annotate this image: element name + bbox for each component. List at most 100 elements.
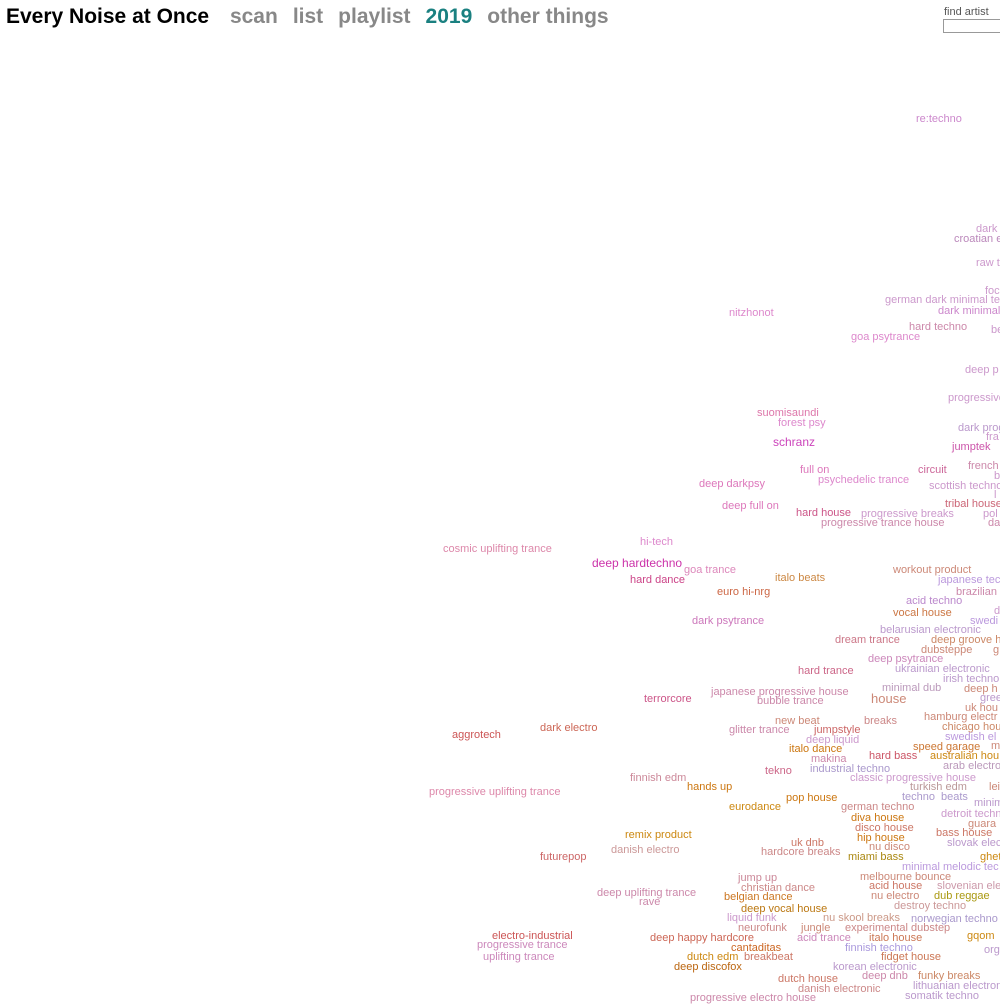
genre-label[interactable]: tribal house [945,498,1000,510]
genre-label[interactable]: techno [902,791,936,803]
genre-label[interactable]: finnish edm [630,772,687,784]
genre-label[interactable]: hard trance [798,665,854,677]
genre-label[interactable]: beats [941,791,968,803]
genre-label[interactable]: deep psytrance [868,653,944,665]
genre-label[interactable]: deep groove h [931,634,1000,646]
genre-label[interactable]: german techno [841,801,915,813]
genre-label[interactable]: jungle [801,922,831,934]
genre-label[interactable]: dark prog [958,422,1000,434]
genre-label[interactable]: da [988,517,1000,529]
genre-label[interactable]: bass house [936,827,993,839]
genre-label[interactable]: liquid funk [727,912,777,924]
genre-label[interactable]: house [871,691,907,706]
genre-label[interactable]: eurodance [729,801,781,813]
genre-label[interactable]: cantaditas [731,942,782,954]
genre-label[interactable]: jumptek [952,441,991,453]
genre-label[interactable]: pol [983,508,998,520]
genre-label[interactable]: turkish edm [910,781,967,793]
genre-label[interactable]: swedi [970,615,999,627]
genre-label[interactable]: dream trance [835,634,900,646]
genre-label[interactable]: d [994,605,1000,617]
genre-label[interactable]: goa trance [684,564,736,576]
genre-label[interactable]: progressive breaks [861,508,954,520]
genre-label[interactable]: japanese progressive house [711,686,849,698]
genre-label[interactable]: dark [976,223,998,235]
genre-label[interactable]: nu disco [869,841,910,853]
genre-label[interactable]: norwegian techno [911,913,998,925]
genre-label[interactable]: belgian dance [724,891,793,903]
genre-label[interactable]: futurepop [540,851,587,863]
genre-label[interactable]: acid trance [797,932,851,944]
genre-label[interactable]: fidget house [881,951,941,963]
genre-label[interactable]: korean electronic [833,961,917,973]
genre-label[interactable]: progressive trance [477,939,568,951]
genre-label[interactable]: nu skool breaks [823,912,901,924]
genre-label[interactable]: suomisaundi [757,407,819,419]
genre-label[interactable]: neurofunk [738,922,787,934]
genre-label[interactable]: jumpstyle [814,724,861,736]
genre-label[interactable]: dubsteppe [921,644,973,656]
site-title[interactable]: Every Noise at Once [6,5,210,28]
genre-label[interactable]: aggrotech [452,729,501,741]
genre-label[interactable]: rave [639,896,661,908]
genre-label[interactable]: classic progressive house [850,772,976,784]
nav-link[interactable]: playlist [338,5,411,28]
genre-label[interactable]: dark psytrance [692,615,765,627]
genre-label[interactable]: slovenian ele [937,880,1000,892]
genre-label[interactable]: detroit techn [941,808,1000,820]
genre-label[interactable]: danish electronic [798,983,881,995]
genre-label[interactable]: uplifting trance [483,951,555,963]
genre-label[interactable]: diva house [851,812,905,824]
genre-label[interactable]: deep vocal house [741,903,828,915]
genre-label[interactable]: deep uplifting trance [597,887,697,899]
genre-label[interactable]: deep happy hardcore [650,932,754,944]
genre-label[interactable]: dark electro [540,722,598,734]
genre-label[interactable]: nitzhonot [729,307,774,319]
genre-label[interactable]: german dark minimal te [885,294,1000,306]
genre-label[interactable]: deep h [964,683,998,695]
genre-label[interactable]: dutch edm [687,951,739,963]
genre-label[interactable]: japanese tec [938,574,1000,586]
genre-label[interactable]: acid house [869,880,923,892]
genre-label[interactable]: lei [989,781,1000,793]
genre-label[interactable]: french [968,460,999,472]
genre-label[interactable]: irish techno [943,673,1000,685]
nav-link[interactable]: list [292,5,324,28]
genre-label[interactable]: hip house [857,832,905,844]
genre-label[interactable]: ghet [980,851,1000,863]
genre-label[interactable]: progressive electro house [690,992,816,1004]
genre-label[interactable]: deep liquid [806,734,860,746]
genre-label[interactable]: uk dnb [791,837,825,849]
genre-label[interactable]: funky breaks [918,970,981,982]
nav-link[interactable]: 2019 [425,5,473,28]
genre-label[interactable]: italo beats [775,572,826,584]
genre-label[interactable]: slovak elec [947,837,1000,849]
genre-label[interactable]: g [993,644,1000,656]
genre-label[interactable]: progressive uplifting trance [429,786,561,798]
genre-label[interactable]: uk hou [965,702,999,714]
genre-label[interactable]: hi-tech [640,536,674,548]
genre-label[interactable]: bubble trance [757,695,824,707]
genre-label[interactable]: be [991,324,1000,336]
genre-label[interactable]: l [994,489,997,501]
search-input[interactable] [943,19,1000,33]
genre-label[interactable]: experimental dubstep [845,922,951,934]
genre-label[interactable]: deep hardtechno [592,556,683,570]
genre-label[interactable]: terrorcore [644,693,692,705]
genre-label[interactable]: schranz [773,435,816,449]
genre-label[interactable]: makina [811,753,847,765]
genre-label[interactable]: b [994,470,1000,482]
genre-label[interactable]: m [991,740,1000,752]
genre-label[interactable]: breakbeat [744,951,793,963]
genre-label[interactable]: deep full on [722,500,779,512]
genre-label[interactable]: pop house [786,792,838,804]
genre-label[interactable]: croatian e [954,233,1000,245]
genre-label[interactable]: miami bass [848,851,904,863]
genre-label[interactable]: speed garage [913,741,981,753]
genre-label[interactable]: acid techno [906,595,963,607]
genre-label[interactable]: minimal dub [882,682,942,694]
genre-label[interactable]: italo house [869,932,923,944]
genre-label[interactable]: forest psy [778,417,826,429]
genre-label[interactable]: tekno [765,765,792,777]
genre-label[interactable]: org [984,944,1000,956]
